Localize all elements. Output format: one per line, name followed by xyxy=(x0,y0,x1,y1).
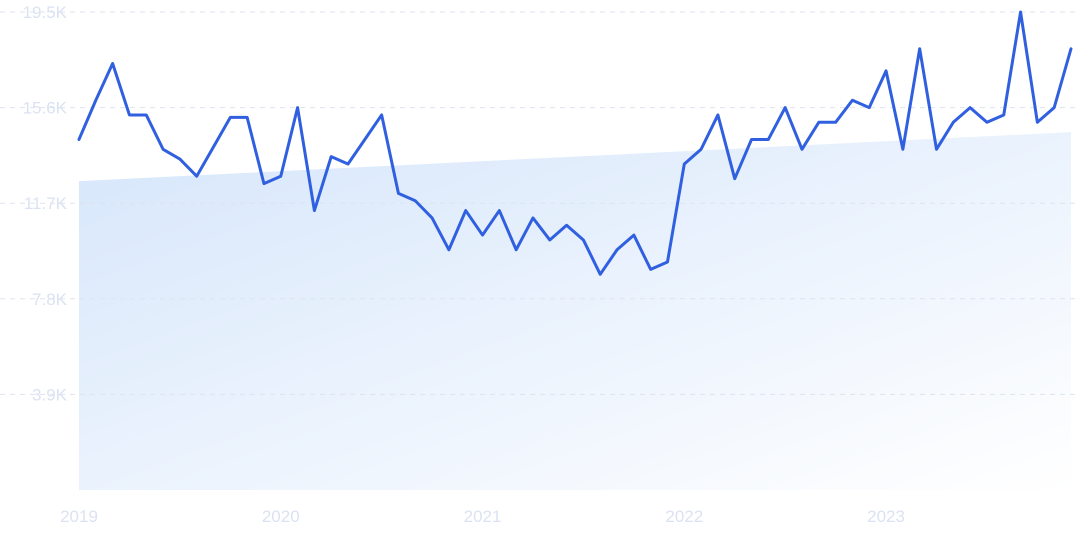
y-tick-label: 19.5K xyxy=(23,3,68,22)
data-point xyxy=(346,162,350,166)
y-tick-label: 11.7K xyxy=(24,194,68,213)
data-point xyxy=(312,209,316,213)
data-point xyxy=(497,209,501,213)
data-point xyxy=(901,147,905,151)
data-point xyxy=(716,113,720,117)
series-line xyxy=(77,10,1073,276)
data-point xyxy=(1052,106,1056,110)
data-point xyxy=(144,113,148,117)
data-point xyxy=(918,47,922,51)
data-point xyxy=(615,248,619,252)
y-tick-label: 7.8K xyxy=(32,290,68,309)
data-point xyxy=(447,248,451,252)
data-point xyxy=(380,113,384,117)
data-point xyxy=(245,115,249,119)
data-point xyxy=(464,209,468,213)
data-point xyxy=(867,106,871,110)
data-point xyxy=(1019,10,1023,14)
data-point xyxy=(77,137,81,141)
data-point xyxy=(1035,120,1039,124)
x-tick-label: 2020 xyxy=(262,507,300,526)
data-point xyxy=(565,223,569,227)
data-point xyxy=(481,233,485,237)
y-tick-label: 15.6K xyxy=(23,99,68,118)
data-point xyxy=(1069,47,1073,51)
data-point xyxy=(279,174,283,178)
trend-band xyxy=(79,132,1071,490)
data-point xyxy=(750,137,754,141)
data-point xyxy=(548,238,552,242)
data-point xyxy=(514,248,518,252)
data-point xyxy=(228,115,232,119)
data-point xyxy=(430,216,434,220)
data-point xyxy=(985,120,989,124)
data-point xyxy=(968,106,972,110)
data-point xyxy=(649,267,653,271)
x-tick-label: 2021 xyxy=(464,507,502,526)
data-point xyxy=(329,155,333,159)
data-point xyxy=(800,147,804,151)
data-point xyxy=(699,147,703,151)
data-point xyxy=(733,177,737,181)
data-point xyxy=(127,113,131,117)
data-point xyxy=(581,238,585,242)
data-point xyxy=(195,174,199,178)
data-point xyxy=(783,106,787,110)
data-point xyxy=(212,145,216,149)
data-point xyxy=(817,120,821,124)
data-point xyxy=(1002,113,1006,117)
data-point xyxy=(598,272,602,276)
x-tick-label: 2019 xyxy=(60,507,98,526)
data-point xyxy=(951,120,955,124)
data-point xyxy=(665,260,669,264)
x-tick-label: 2022 xyxy=(665,507,703,526)
x-tick-label: 2023 xyxy=(867,507,905,526)
data-point xyxy=(111,61,115,65)
data-point xyxy=(178,157,182,161)
data-point xyxy=(766,137,770,141)
data-point xyxy=(363,137,367,141)
data-point xyxy=(632,233,636,237)
data-point xyxy=(682,162,686,166)
data-point xyxy=(850,98,854,102)
data-point xyxy=(262,182,266,186)
data-point xyxy=(834,120,838,124)
data-point xyxy=(94,98,98,102)
data-point xyxy=(531,216,535,220)
data-point xyxy=(161,147,165,151)
data-point xyxy=(396,191,400,195)
data-point xyxy=(413,199,417,203)
data-point xyxy=(934,147,938,151)
y-tick-label: 3.9K xyxy=(32,385,68,404)
data-point xyxy=(296,106,300,110)
data-point xyxy=(884,69,888,73)
